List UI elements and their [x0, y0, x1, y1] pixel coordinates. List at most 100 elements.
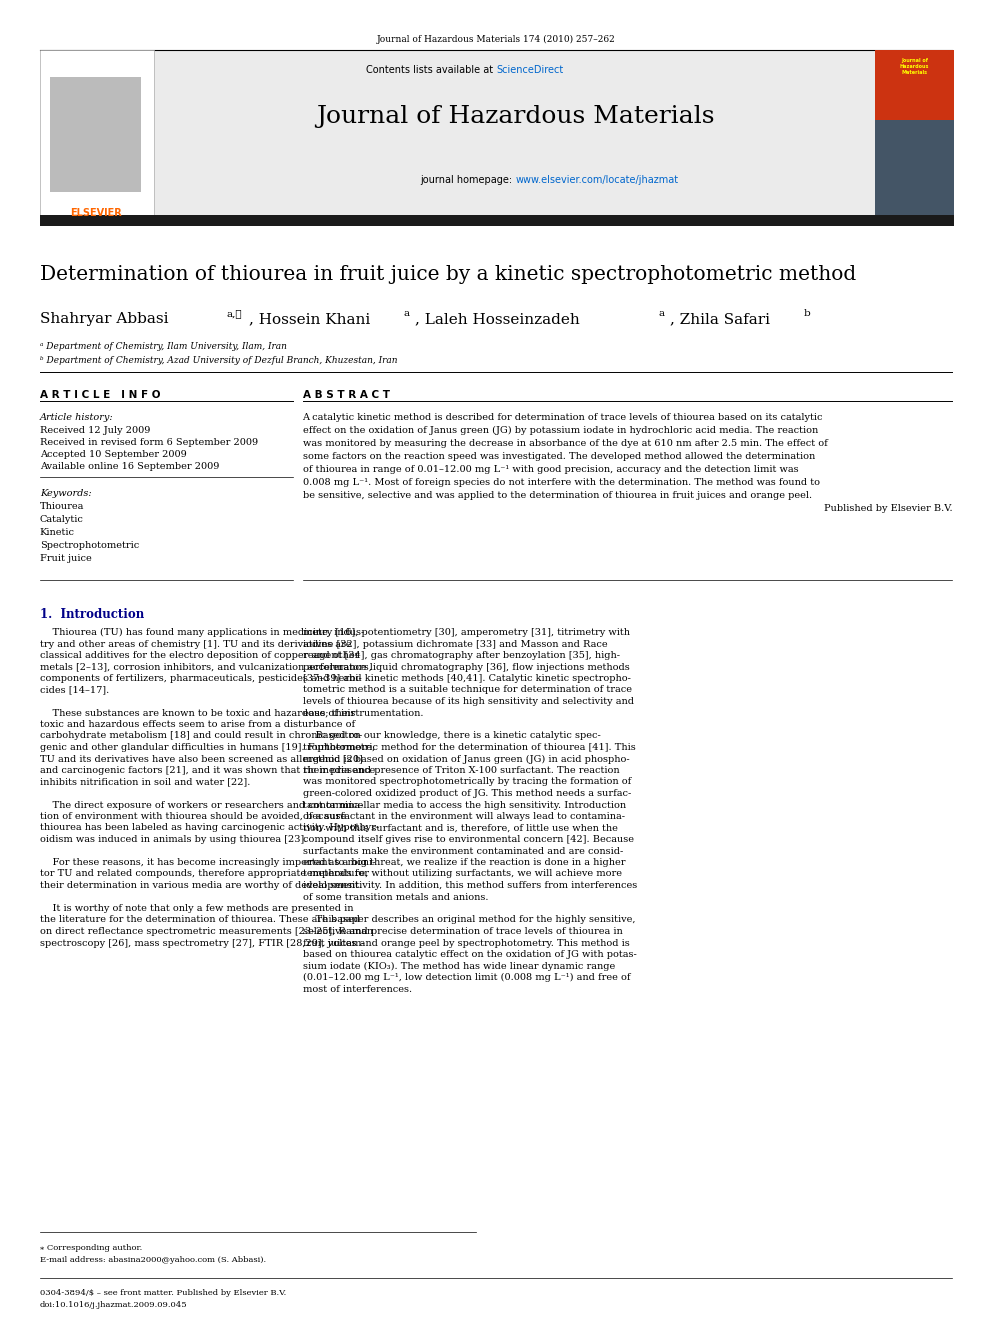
Text: ELSEVIER: ELSEVIER	[70, 208, 122, 218]
Text: was monitored spectrophotometrically by tracing the formation of: was monitored spectrophotometrically by …	[303, 778, 631, 786]
Text: genic and other glandular difficulties in humans [19]. Furthermore,: genic and other glandular difficulties i…	[40, 744, 375, 751]
Text: www.elsevier.com/locate/jhazmat: www.elsevier.com/locate/jhazmat	[516, 175, 679, 185]
Text: ᵃ Department of Chemistry, Ilam University, Ilam, Iran: ᵃ Department of Chemistry, Ilam Universi…	[40, 343, 287, 351]
Text: TU and its derivatives have also been screened as allergenic [20]: TU and its derivatives have also been sc…	[40, 754, 362, 763]
Text: ease of instrumentation.: ease of instrumentation.	[303, 709, 423, 717]
Text: Accepted 10 September 2009: Accepted 10 September 2009	[40, 450, 186, 459]
Text: Catalytic: Catalytic	[40, 515, 83, 524]
Text: fruit juices and orange peel by spectrophotometry. This method is: fruit juices and orange peel by spectrop…	[303, 938, 629, 947]
Text: For these reasons, it has become increasingly important to moni-: For these reasons, it has become increas…	[40, 859, 375, 867]
Text: tion of environment with thiourea should be avoided, because: tion of environment with thiourea should…	[40, 812, 346, 822]
Text: (0.01–12.00 mg L⁻¹, low detection limit (0.008 mg L⁻¹) and free of: (0.01–12.00 mg L⁻¹, low detection limit …	[303, 972, 630, 982]
Text: the literature for the determination of thiourea. These are based: the literature for the determination of …	[40, 916, 360, 925]
Text: of a surfactant in the environment will always lead to contamina-: of a surfactant in the environment will …	[303, 812, 625, 822]
Text: selective and precise determination of trace levels of thiourea in: selective and precise determination of t…	[303, 927, 622, 935]
Text: Contents lists available at: Contents lists available at	[366, 65, 496, 75]
Text: performance liquid chromatography [36], flow injections methods: performance liquid chromatography [36], …	[303, 663, 629, 672]
Text: was monitored by measuring the decrease in absorbance of the dye at 610 nm after: was monitored by measuring the decrease …	[303, 439, 827, 448]
FancyBboxPatch shape	[50, 77, 141, 192]
Text: 1.  Introduction: 1. Introduction	[40, 609, 144, 620]
Text: green-colored oxidized product of JG. This method needs a surfac-: green-colored oxidized product of JG. Th…	[303, 789, 631, 798]
Text: most of interferences.: most of interferences.	[303, 984, 412, 994]
Text: metals [2–13], corrosion inhibitors, and vulcanization accelerators,: metals [2–13], corrosion inhibitors, and…	[40, 663, 372, 672]
FancyBboxPatch shape	[40, 216, 954, 226]
Text: Published by Elsevier B.V.: Published by Elsevier B.V.	[823, 504, 952, 513]
Text: trophotometric method for the determination of thiourea [41]. This: trophotometric method for the determinat…	[303, 744, 635, 751]
Text: tant or micellar media to access the high sensitivity. Introduction: tant or micellar media to access the hig…	[303, 800, 626, 810]
Text: A B S T R A C T: A B S T R A C T	[303, 390, 390, 400]
Text: tion with this surfactant and is, therefore, of little use when the: tion with this surfactant and is, theref…	[303, 823, 617, 832]
Text: Journal of Hazardous Materials: Journal of Hazardous Materials	[316, 105, 715, 128]
Text: ric media and presence of Triton X-100 surfactant. The reaction: ric media and presence of Triton X-100 s…	[303, 766, 619, 775]
Text: ᵇ Department of Chemistry, Azad University of Dezful Branch, Khuzestan, Iran: ᵇ Department of Chemistry, Azad Universi…	[40, 356, 397, 365]
Text: Spectrophotometric: Spectrophotometric	[40, 541, 139, 550]
Text: Determination of thiourea in fruit juice by a kinetic spectrophotometric method: Determination of thiourea in fruit juice…	[40, 265, 856, 284]
Text: 0.008 mg L⁻¹. Most of foreign species do not interfere with the determination. T: 0.008 mg L⁻¹. Most of foreign species do…	[303, 478, 819, 487]
Text: reagent [34], gas chromatography after benzoylation [35], high-: reagent [34], gas chromatography after b…	[303, 651, 620, 660]
Text: , Hossein Khani: , Hossein Khani	[249, 312, 370, 325]
Text: compound itself gives rise to environmental concern [42]. Because: compound itself gives rise to environmen…	[303, 835, 634, 844]
Text: E-mail address: abasina2000@yahoo.com (S. Abbasi).: E-mail address: abasina2000@yahoo.com (S…	[40, 1256, 266, 1263]
Text: journal homepage:: journal homepage:	[421, 175, 516, 185]
Text: tometric method is a suitable technique for determination of trace: tometric method is a suitable technique …	[303, 685, 632, 695]
Text: surfactants make the environment contaminated and are consid-: surfactants make the environment contami…	[303, 847, 623, 856]
Text: a,⋆: a,⋆	[226, 310, 242, 318]
Text: Journal of
Hazardous
Materials: Journal of Hazardous Materials	[900, 58, 930, 74]
Text: [37–39] and kinetic methods [40,41]. Catalytic kinetic spectropho-: [37–39] and kinetic methods [40,41]. Cat…	[303, 673, 631, 683]
Text: temperature, without utilizing surfactants, we will achieve more: temperature, without utilizing surfactan…	[303, 869, 622, 878]
Text: method is based on oxidation of Janus green (JG) in acid phospho-: method is based on oxidation of Janus gr…	[303, 754, 629, 763]
Text: Received 12 July 2009: Received 12 July 2009	[40, 426, 150, 435]
Text: It is worthy of note that only a few methods are presented in: It is worthy of note that only a few met…	[40, 904, 353, 913]
Text: levels of thiourea because of its high sensitivity and selectivity and: levels of thiourea because of its high s…	[303, 697, 634, 706]
Text: A catalytic kinetic method is described for determination of trace levels of thi: A catalytic kinetic method is described …	[303, 413, 823, 422]
Text: A R T I C L E   I N F O: A R T I C L E I N F O	[40, 390, 160, 400]
Text: of some transition metals and anions.: of some transition metals and anions.	[303, 893, 488, 901]
Text: Received in revised form 6 September 2009: Received in revised form 6 September 200…	[40, 438, 258, 447]
Text: based on thiourea catalytic effect on the oxidation of JG with potas-: based on thiourea catalytic effect on th…	[303, 950, 636, 959]
Text: try and other areas of chemistry [1]. TU and its derivatives are: try and other areas of chemistry [1]. TU…	[40, 639, 351, 648]
Text: be sensitive, selective and was applied to the determination of thiourea in frui: be sensitive, selective and was applied …	[303, 491, 811, 500]
Text: of thiourea in range of 0.01–12.00 mg L⁻¹ with good precision, accuracy and the : of thiourea in range of 0.01–12.00 mg L⁻…	[303, 464, 799, 474]
FancyBboxPatch shape	[875, 50, 954, 216]
Text: Shahryar Abbasi: Shahryar Abbasi	[40, 312, 169, 325]
Text: spectroscopy [26], mass spectrometry [27], FTIR [28,29], voltam-: spectroscopy [26], mass spectrometry [27…	[40, 938, 364, 947]
Text: iodine [32], potassium dichromate [33] and Masson and Race: iodine [32], potassium dichromate [33] a…	[303, 639, 607, 648]
Text: a: a	[659, 310, 665, 318]
Text: their determination in various media are worthy of development.: their determination in various media are…	[40, 881, 361, 890]
Text: , Laleh Hosseinzadeh: , Laleh Hosseinzadeh	[415, 312, 579, 325]
Text: sium iodate (KIO₃). The method has wide linear dynamic range: sium iodate (KIO₃). The method has wide …	[303, 962, 615, 971]
Text: ideal sensitivity. In addition, this method suffers from interferences: ideal sensitivity. In addition, this met…	[303, 881, 637, 890]
Text: metry [16], potentiometry [30], amperometry [31], titrimetry with: metry [16], potentiometry [30], amperome…	[303, 628, 630, 636]
FancyBboxPatch shape	[40, 50, 154, 216]
Text: Kinetic: Kinetic	[40, 528, 74, 537]
Text: some factors on the reaction speed was investigated. The developed method allowe: some factors on the reaction speed was i…	[303, 452, 814, 460]
Text: Fruit juice: Fruit juice	[40, 554, 91, 564]
Text: 0304-3894/$ – see front matter. Published by Elsevier B.V.: 0304-3894/$ – see front matter. Publishe…	[40, 1289, 286, 1297]
Text: This paper describes an original method for the highly sensitive,: This paper describes an original method …	[303, 916, 635, 925]
Text: Based on our knowledge, there is a kinetic catalytic spec-: Based on our knowledge, there is a kinet…	[303, 732, 600, 741]
Text: and carcinogenic factors [21], and it was shown that their presence: and carcinogenic factors [21], and it wa…	[40, 766, 375, 775]
Text: effect on the oxidation of Janus green (JG) by potassium iodate in hydrochloric : effect on the oxidation of Janus green (…	[303, 426, 817, 435]
Text: components of fertilizers, pharmaceuticals, pesticides and herbi-: components of fertilizers, pharmaceutica…	[40, 673, 361, 683]
Text: on direct reflectance spectrometric measurements [23–25], Raman: on direct reflectance spectrometric meas…	[40, 927, 373, 935]
Text: cides [14–17].: cides [14–17].	[40, 685, 109, 695]
Text: These substances are known to be toxic and hazardous; their: These substances are known to be toxic a…	[40, 709, 355, 717]
Text: a: a	[404, 310, 410, 318]
Text: Journal of Hazardous Materials 174 (2010) 257–262: Journal of Hazardous Materials 174 (2010…	[377, 34, 615, 44]
Text: tor TU and related compounds, therefore appropriate methods for: tor TU and related compounds, therefore …	[40, 869, 369, 878]
Text: inhibits nitrification in soil and water [22].: inhibits nitrification in soil and water…	[40, 778, 250, 786]
Text: ⁎ Corresponding author.: ⁎ Corresponding author.	[40, 1244, 142, 1252]
Text: Article history:: Article history:	[40, 413, 113, 422]
Text: , Zhila Safari: , Zhila Safari	[670, 312, 770, 325]
Text: Available online 16 September 2009: Available online 16 September 2009	[40, 462, 219, 471]
Text: Thiourea: Thiourea	[40, 501, 84, 511]
FancyBboxPatch shape	[875, 120, 954, 216]
Text: The direct exposure of workers or researchers and contamina-: The direct exposure of workers or resear…	[40, 800, 363, 810]
Text: doi:10.1016/j.jhazmat.2009.09.045: doi:10.1016/j.jhazmat.2009.09.045	[40, 1301, 187, 1308]
Text: Keywords:: Keywords:	[40, 490, 91, 497]
Text: oidism was induced in animals by using thiourea [23].: oidism was induced in animals by using t…	[40, 835, 308, 844]
Text: toxic and hazardous effects seem to arise from a disturbance of: toxic and hazardous effects seem to aris…	[40, 720, 355, 729]
Text: Thiourea (TU) has found many applications in medicine, indus-: Thiourea (TU) has found many application…	[40, 628, 364, 638]
Text: carbohydrate metabolism [18] and could result in chronic goitro-: carbohydrate metabolism [18] and could r…	[40, 732, 362, 741]
Text: thiourea has been labeled as having carcinogenic activity. Hypothyr-: thiourea has been labeled as having carc…	[40, 823, 379, 832]
